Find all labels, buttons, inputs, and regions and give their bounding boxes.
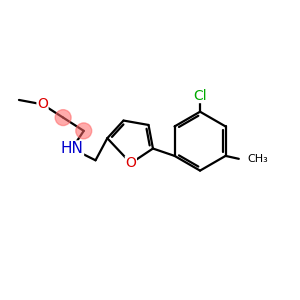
Text: Cl: Cl (193, 88, 207, 103)
Text: CH₃: CH₃ (248, 154, 268, 164)
Circle shape (55, 110, 71, 126)
Circle shape (76, 123, 92, 139)
Text: HN: HN (61, 141, 83, 156)
Text: O: O (37, 98, 48, 111)
Text: O: O (125, 156, 136, 170)
